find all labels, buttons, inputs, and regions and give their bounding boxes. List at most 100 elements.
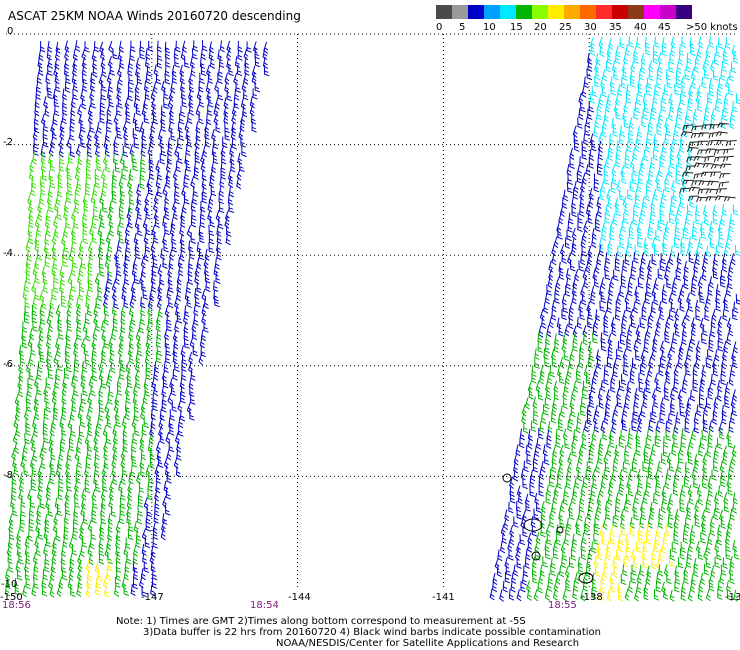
wind-barb (632, 556, 638, 569)
wind-barb (706, 445, 711, 458)
wind-barb (38, 345, 44, 357)
wind-barb (546, 325, 552, 338)
wind-barb (547, 276, 553, 289)
wind-barb (676, 252, 682, 265)
wind-barb (616, 396, 623, 408)
wind-barb (612, 213, 618, 226)
wind-barb (131, 265, 137, 278)
wind-barb (702, 59, 708, 73)
wind-barb (658, 508, 664, 521)
wind-barb (631, 461, 638, 473)
wind-barb (667, 347, 673, 361)
wind-barb (13, 577, 19, 590)
wind-barb (661, 141, 667, 154)
wind-barb (244, 64, 250, 76)
wind-barb (189, 409, 195, 421)
wind-barb (127, 201, 133, 214)
wind-barb (144, 536, 151, 549)
wind-barb (150, 272, 156, 285)
wind-barb (105, 433, 112, 445)
wind-barb (642, 557, 648, 569)
wind-barb (165, 352, 171, 364)
wind-barb (633, 339, 639, 353)
wind-barb (634, 196, 640, 209)
wind-barb (586, 404, 592, 417)
wind-barb (656, 124, 662, 136)
wind-barb (73, 488, 79, 501)
wind-barb (709, 60, 715, 73)
wind-barb (586, 508, 592, 521)
wind-barb (180, 216, 186, 228)
wind-barb (723, 492, 729, 505)
wind-barb (565, 580, 571, 592)
wind-barb (41, 265, 47, 278)
wind-barb (639, 268, 645, 280)
wind-barb (200, 159, 206, 173)
wind-barb (597, 148, 604, 161)
wind-barb (127, 345, 133, 358)
wind-barb (600, 76, 606, 90)
wind-barb (192, 40, 199, 52)
wind-barb (30, 473, 37, 486)
wind-barb (652, 188, 658, 201)
wind-barb (135, 352, 141, 365)
wind-barb (589, 349, 595, 362)
wind-barb (16, 529, 21, 542)
wind-barb (698, 580, 704, 593)
wind-barb (4, 584, 11, 597)
wind-barb (129, 144, 135, 157)
wind-barb (566, 181, 573, 194)
wind-barb (188, 96, 194, 109)
wind-barb (28, 200, 33, 213)
wind-barb (168, 89, 174, 102)
wind-barb (220, 168, 226, 180)
wind-barb (690, 317, 696, 330)
wind-barb (47, 505, 54, 517)
wind-barb (724, 532, 730, 546)
wind-barb (177, 121, 183, 134)
wind-barb (90, 384, 96, 397)
wind-barb (237, 49, 243, 61)
wind-barb (570, 405, 576, 418)
wind-barb (155, 160, 161, 173)
wind-barb (195, 104, 201, 117)
wind-barb (581, 140, 588, 153)
wind-barb (190, 232, 196, 244)
wind-barb (566, 164, 572, 177)
wind-barb (621, 220, 627, 233)
wind-barb (179, 224, 185, 237)
wind-barb (22, 321, 28, 333)
wind-barb (647, 173, 653, 186)
wind-barb (211, 161, 216, 174)
wind-barb (113, 144, 119, 156)
wind-barb (684, 412, 690, 425)
wind-barb (694, 52, 700, 66)
wind-barb (623, 500, 629, 513)
wind-barb (160, 120, 167, 132)
wind-barb (588, 187, 594, 201)
wind-barb (674, 84, 680, 96)
wind-barb (199, 72, 205, 84)
wind-barb (563, 349, 569, 362)
wind-barb (188, 240, 194, 253)
wind-barb (46, 328, 52, 341)
wind-barb (600, 277, 606, 290)
wind-barb (654, 469, 660, 483)
wind-barb (164, 304, 170, 318)
wind-barb (702, 453, 708, 466)
wind-barb (690, 284, 696, 297)
wind-barb (28, 209, 34, 222)
wind-barb (116, 384, 123, 396)
wind-barb (214, 296, 220, 308)
wind-barb (713, 149, 725, 156)
wind-barb (147, 144, 153, 157)
wind-barb (196, 241, 202, 254)
wind-barb (154, 464, 160, 477)
wind-barb (661, 237, 667, 250)
wind-barb (527, 437, 533, 450)
wind-barb (693, 162, 706, 168)
wind-barb (686, 52, 692, 65)
wind-barb (140, 465, 146, 478)
wind-barb (112, 473, 118, 486)
wind-barb (611, 117, 617, 130)
